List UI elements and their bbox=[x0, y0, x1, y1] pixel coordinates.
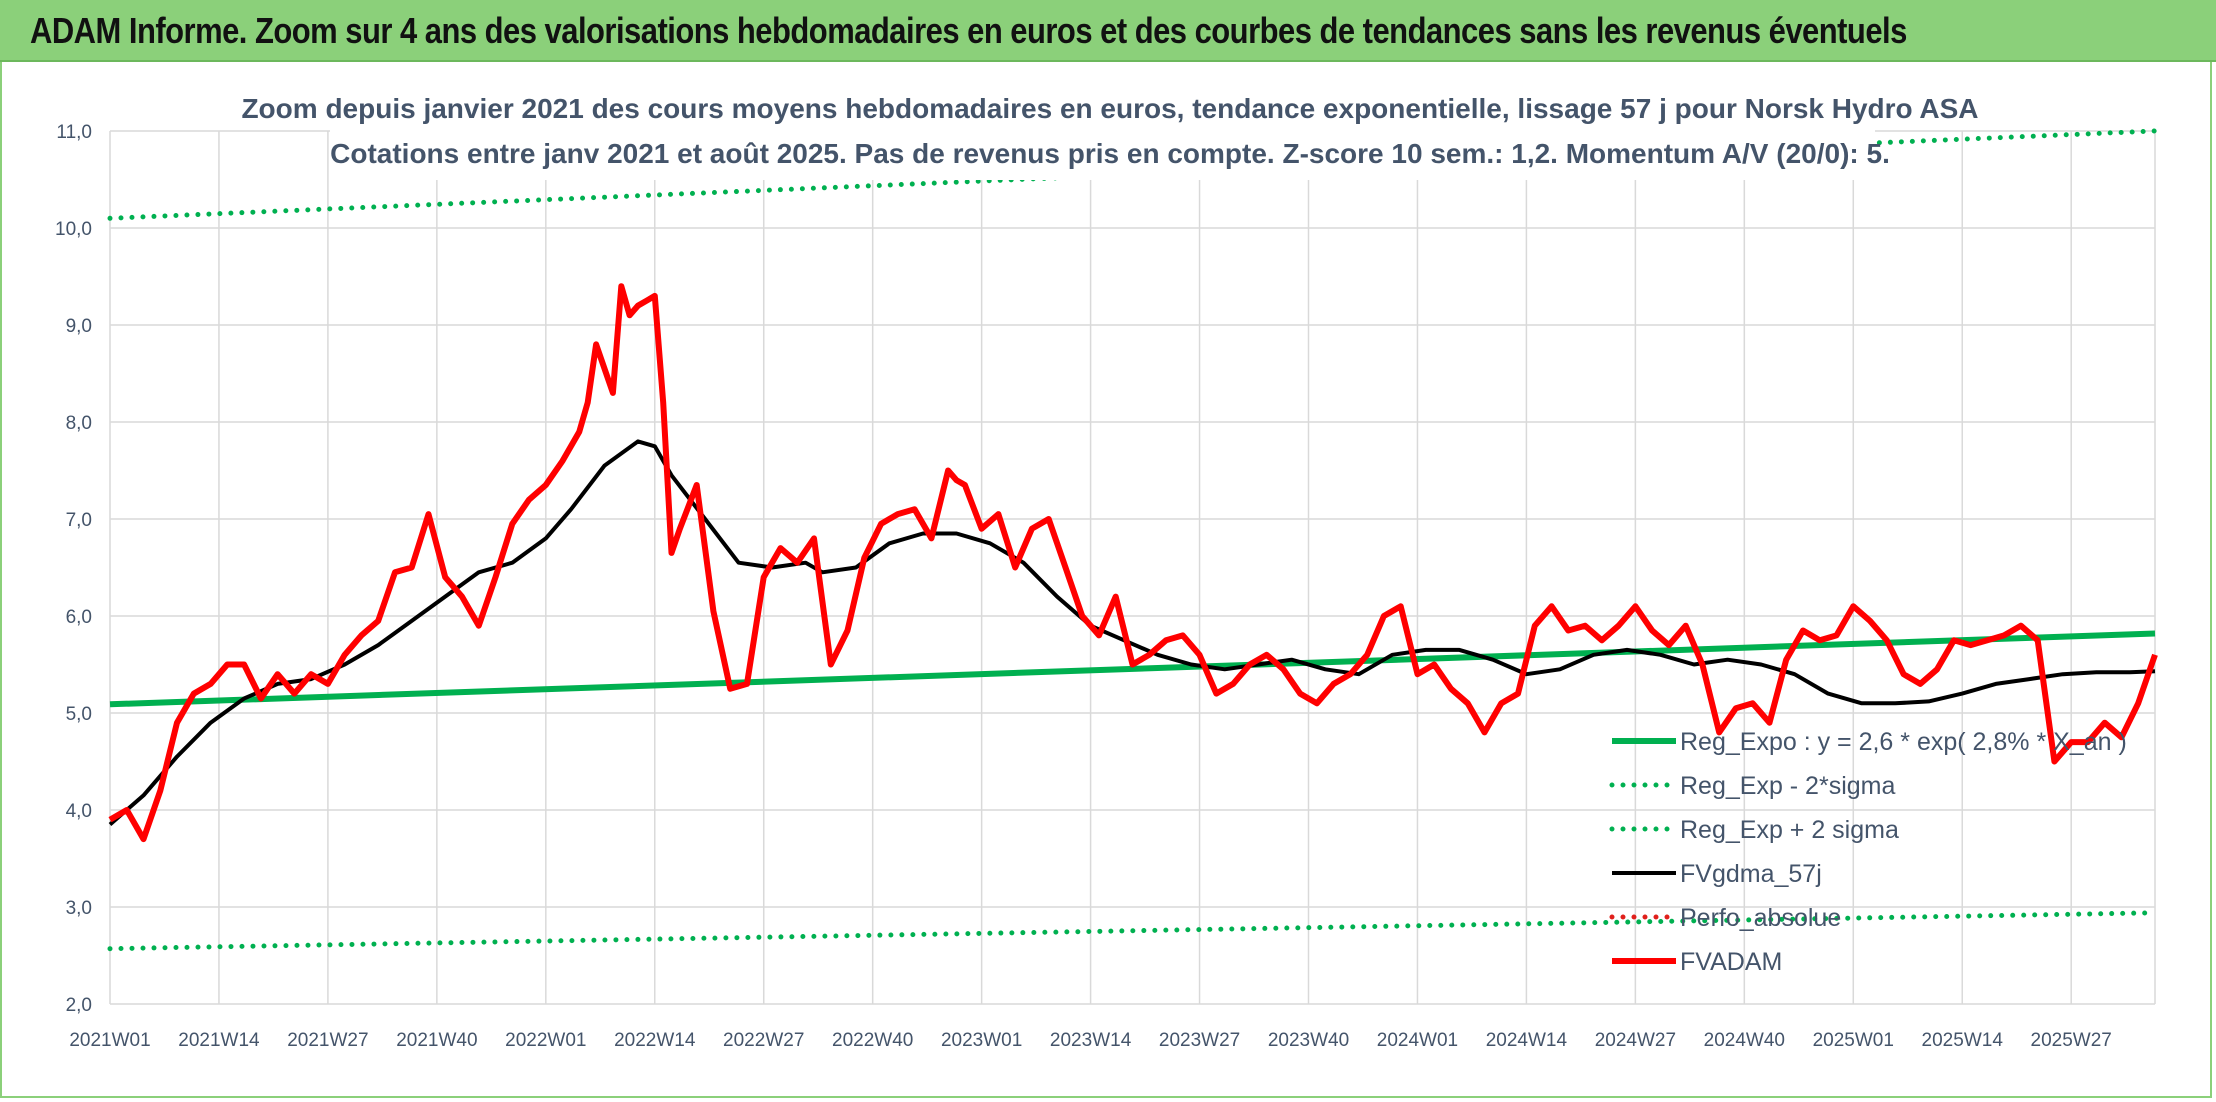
x-tick-label: 2024W01 bbox=[1377, 1030, 1458, 1051]
x-tick-label: 2025W01 bbox=[1813, 1030, 1894, 1051]
x-tick-label: 2023W14 bbox=[1050, 1030, 1132, 1051]
x-tick-label: 2024W40 bbox=[1704, 1030, 1785, 1051]
y-axis-ticks: 2,0 3,0 4,0 5,0 6,0 7,0 8,0 9,0 10,0 11,0 bbox=[55, 122, 92, 1016]
series-line-fvgdma-57j bbox=[108, 439, 2156, 827]
x-tick-label: 2021W27 bbox=[287, 1030, 368, 1051]
y-tick-label: 5,0 bbox=[66, 704, 92, 725]
x-tick-label: 2025W27 bbox=[2031, 1030, 2112, 1051]
subtitle-background bbox=[330, 84, 1875, 180]
x-tick-label: 2021W40 bbox=[396, 1030, 477, 1051]
x-tick-label: 2021W14 bbox=[178, 1030, 260, 1051]
x-tick-label: 2022W27 bbox=[723, 1030, 804, 1051]
x-axis-ticks: 2021W01 2021W14 2021W27 2021W40 2022W01 2022W… bbox=[69, 1030, 2112, 1051]
x-tick-label: 2023W01 bbox=[941, 1030, 1022, 1051]
legend-label: FVgdma_57j bbox=[1680, 860, 1822, 888]
legend-label: FVADAM bbox=[1680, 948, 1782, 976]
chart-legend: Reg_Expo : y = 2,6 * exp( 2,8% * X_an ) R… bbox=[1609, 728, 2127, 976]
chart-title: Zoom depuis janvier 2021 des cours moyen… bbox=[241, 93, 1978, 124]
y-tick-label: 4,0 bbox=[66, 801, 92, 822]
legend-label: Reg_Expo : y = 2,6 * exp( 2,8% * X_an ) bbox=[1680, 728, 2127, 756]
x-tick-label: 2024W27 bbox=[1595, 1030, 1676, 1051]
y-tick-label: 8,0 bbox=[66, 413, 92, 434]
series-line-fvadam bbox=[108, 283, 2158, 843]
y-tick-label: 6,0 bbox=[66, 607, 92, 628]
y-tick-label: 10,0 bbox=[55, 219, 92, 240]
y-tick-label: 11,0 bbox=[56, 122, 92, 143]
y-tick-label: 9,0 bbox=[66, 316, 92, 337]
y-tick-label: 7,0 bbox=[66, 510, 92, 531]
x-tick-label: 2025W14 bbox=[1922, 1030, 2004, 1051]
x-tick-label: 2024W14 bbox=[1486, 1030, 1568, 1051]
report-header-bar: ADAM Informe. Zoom sur 4 ans des valoris… bbox=[0, 0, 2216, 62]
x-tick-label: 2023W40 bbox=[1268, 1030, 1349, 1051]
chart-frame bbox=[0, 62, 2212, 1098]
y-tick-label: 2,0 bbox=[66, 995, 92, 1016]
chart-subtitle: Cotations entre janv 2021 et août 2025. … bbox=[330, 138, 1890, 169]
legend-label: Perfo_absolue bbox=[1680, 904, 1841, 932]
y-tick-label: 3,0 bbox=[66, 898, 92, 919]
legend-label: Reg_Exp + 2 sigma bbox=[1680, 816, 1899, 844]
series-line-reg-expo-y-2-6-exp-2-8-x-an- bbox=[109, 630, 2156, 708]
x-tick-label: 2022W01 bbox=[505, 1030, 586, 1051]
x-tick-label: 2022W40 bbox=[832, 1030, 913, 1051]
chart-grid bbox=[109, 130, 2156, 1005]
x-tick-label: 2023W27 bbox=[1159, 1030, 1240, 1051]
legend-label: Reg_Exp - 2*sigma bbox=[1680, 772, 1895, 800]
series-line-reg-exp-2-sigma bbox=[107, 910, 2158, 952]
report-title: ADAM Informe. Zoom sur 4 ans des valoris… bbox=[30, 10, 1907, 51]
x-tick-label: 2021W01 bbox=[69, 1030, 150, 1051]
x-tick-label: 2022W14 bbox=[614, 1030, 696, 1051]
